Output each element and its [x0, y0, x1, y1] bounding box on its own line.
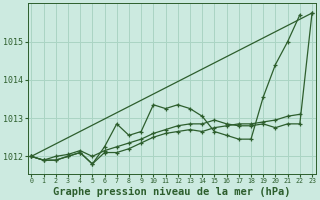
X-axis label: Graphe pression niveau de la mer (hPa): Graphe pression niveau de la mer (hPa)	[53, 186, 291, 197]
